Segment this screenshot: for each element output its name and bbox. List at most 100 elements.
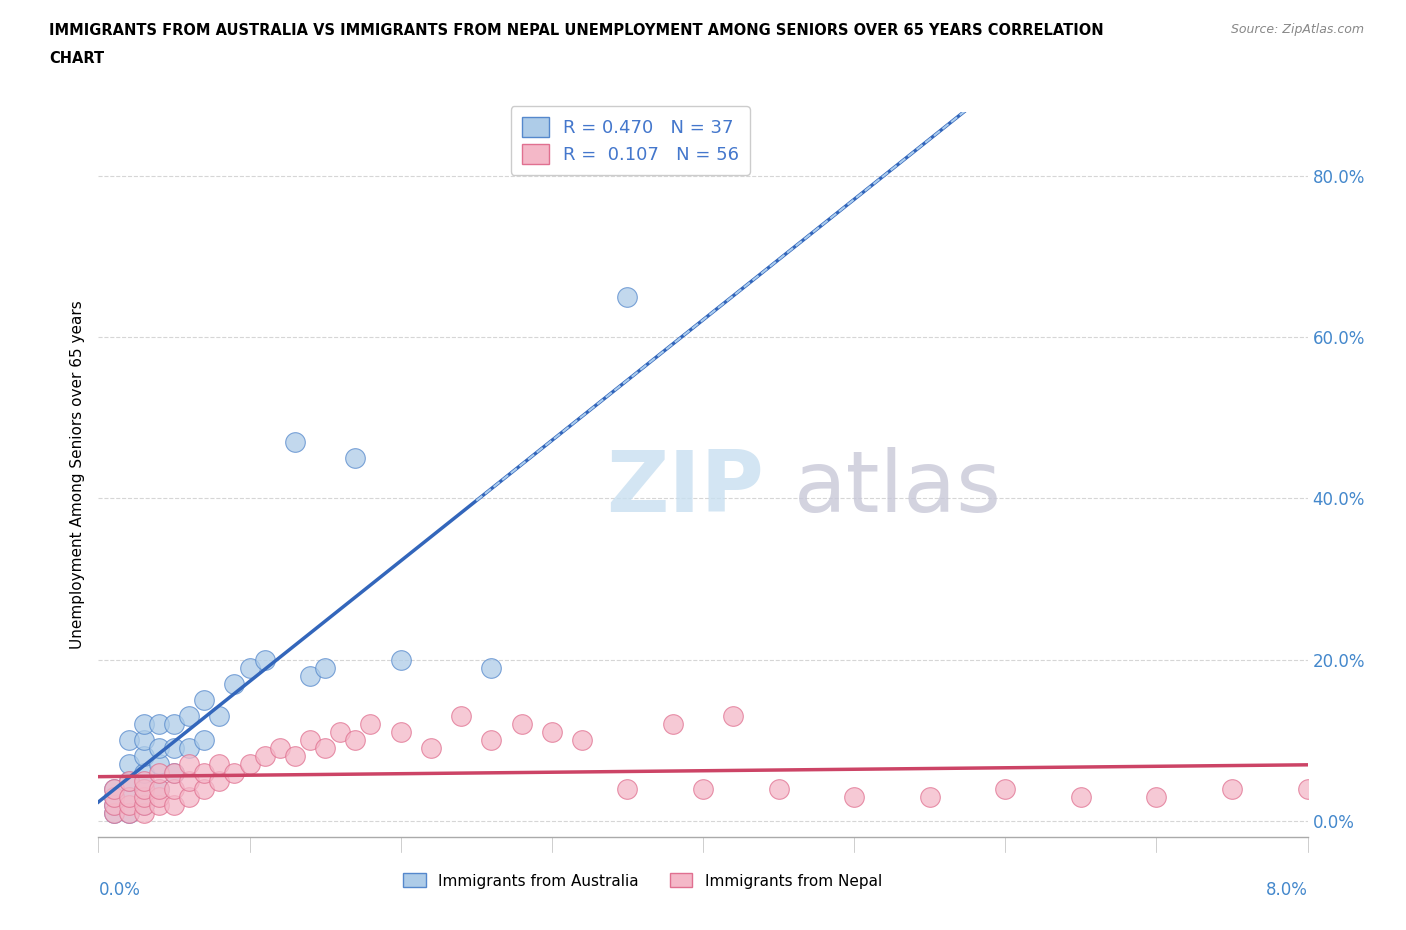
Point (103, 790, 125, 804)
Point (132, 781, 155, 796)
Point (692, 781, 714, 796)
Point (661, 717, 683, 732)
Point (132, 790, 155, 804)
Point (1296, 781, 1319, 796)
Point (994, 781, 1017, 796)
Point (481, 660, 503, 675)
Text: 8.0%: 8.0% (1265, 881, 1308, 898)
Point (208, 757, 231, 772)
Point (163, 781, 186, 796)
Point (179, 741, 201, 756)
Point (1146, 790, 1168, 804)
Point (148, 717, 170, 732)
Point (103, 797, 125, 812)
Point (103, 797, 125, 812)
Point (284, 434, 307, 449)
Point (163, 717, 186, 732)
Point (193, 693, 215, 708)
Text: Source: ZipAtlas.com: Source: ZipAtlas.com (1230, 23, 1364, 36)
Y-axis label: Unemployment Among Seniors over 65 years: Unemployment Among Seniors over 65 years (69, 300, 84, 649)
Text: IMMIGRANTS FROM AUSTRALIA VS IMMIGRANTS FROM NEPAL UNEMPLOYMENT AMONG SENIORS OV: IMMIGRANTS FROM AUSTRALIA VS IMMIGRANTS … (49, 23, 1104, 38)
Point (239, 660, 262, 675)
Point (253, 652, 276, 667)
Point (179, 757, 201, 772)
Point (103, 781, 125, 796)
Point (510, 717, 533, 732)
Point (118, 805, 141, 820)
Point (132, 765, 155, 780)
Point (481, 733, 503, 748)
Point (284, 749, 307, 764)
Point (103, 781, 125, 796)
Point (344, 733, 367, 748)
Point (132, 797, 155, 812)
Point (314, 741, 336, 756)
Point (239, 757, 262, 772)
Point (420, 741, 443, 756)
Point (132, 773, 155, 788)
Point (299, 733, 322, 748)
Point (118, 773, 141, 788)
Point (163, 765, 186, 780)
Legend: Immigrants from Australia, Immigrants from Nepal: Immigrants from Australia, Immigrants fr… (396, 868, 889, 895)
Point (118, 773, 141, 788)
Point (148, 757, 170, 772)
Point (193, 765, 215, 780)
Point (103, 790, 125, 804)
Point (314, 660, 336, 675)
Point (148, 741, 170, 756)
Point (132, 781, 155, 796)
Point (179, 790, 201, 804)
Point (1220, 781, 1243, 796)
Point (132, 717, 155, 732)
Point (132, 797, 155, 812)
Point (844, 790, 866, 804)
Point (918, 790, 941, 804)
Point (118, 797, 141, 812)
Point (616, 289, 638, 304)
Point (148, 781, 170, 796)
Point (616, 781, 638, 796)
Point (118, 757, 141, 772)
Point (723, 709, 745, 724)
Point (132, 749, 155, 764)
Point (571, 733, 593, 748)
Point (299, 669, 322, 684)
Point (118, 733, 141, 748)
Text: CHART: CHART (49, 51, 104, 66)
Point (103, 805, 125, 820)
Point (118, 790, 141, 804)
Point (103, 805, 125, 820)
Point (148, 781, 170, 796)
Point (208, 773, 231, 788)
Point (148, 797, 170, 812)
Point (253, 749, 276, 764)
Text: atlas: atlas (793, 447, 1001, 530)
Text: 0.0%: 0.0% (98, 881, 141, 898)
Point (768, 781, 790, 796)
Point (163, 797, 186, 812)
Point (179, 709, 201, 724)
Point (118, 790, 141, 804)
Point (148, 765, 170, 780)
Point (540, 724, 562, 739)
Point (224, 676, 246, 691)
Point (132, 805, 155, 820)
Point (224, 765, 246, 780)
Point (163, 741, 186, 756)
Point (269, 741, 291, 756)
Point (208, 709, 231, 724)
Point (450, 709, 472, 724)
Point (132, 733, 155, 748)
Point (193, 781, 215, 796)
Point (118, 805, 141, 820)
Point (179, 773, 201, 788)
Point (344, 451, 367, 466)
Point (163, 765, 186, 780)
Point (193, 733, 215, 748)
Point (1070, 790, 1092, 804)
Point (360, 717, 382, 732)
Point (329, 724, 352, 739)
Point (148, 790, 170, 804)
Point (389, 652, 412, 667)
